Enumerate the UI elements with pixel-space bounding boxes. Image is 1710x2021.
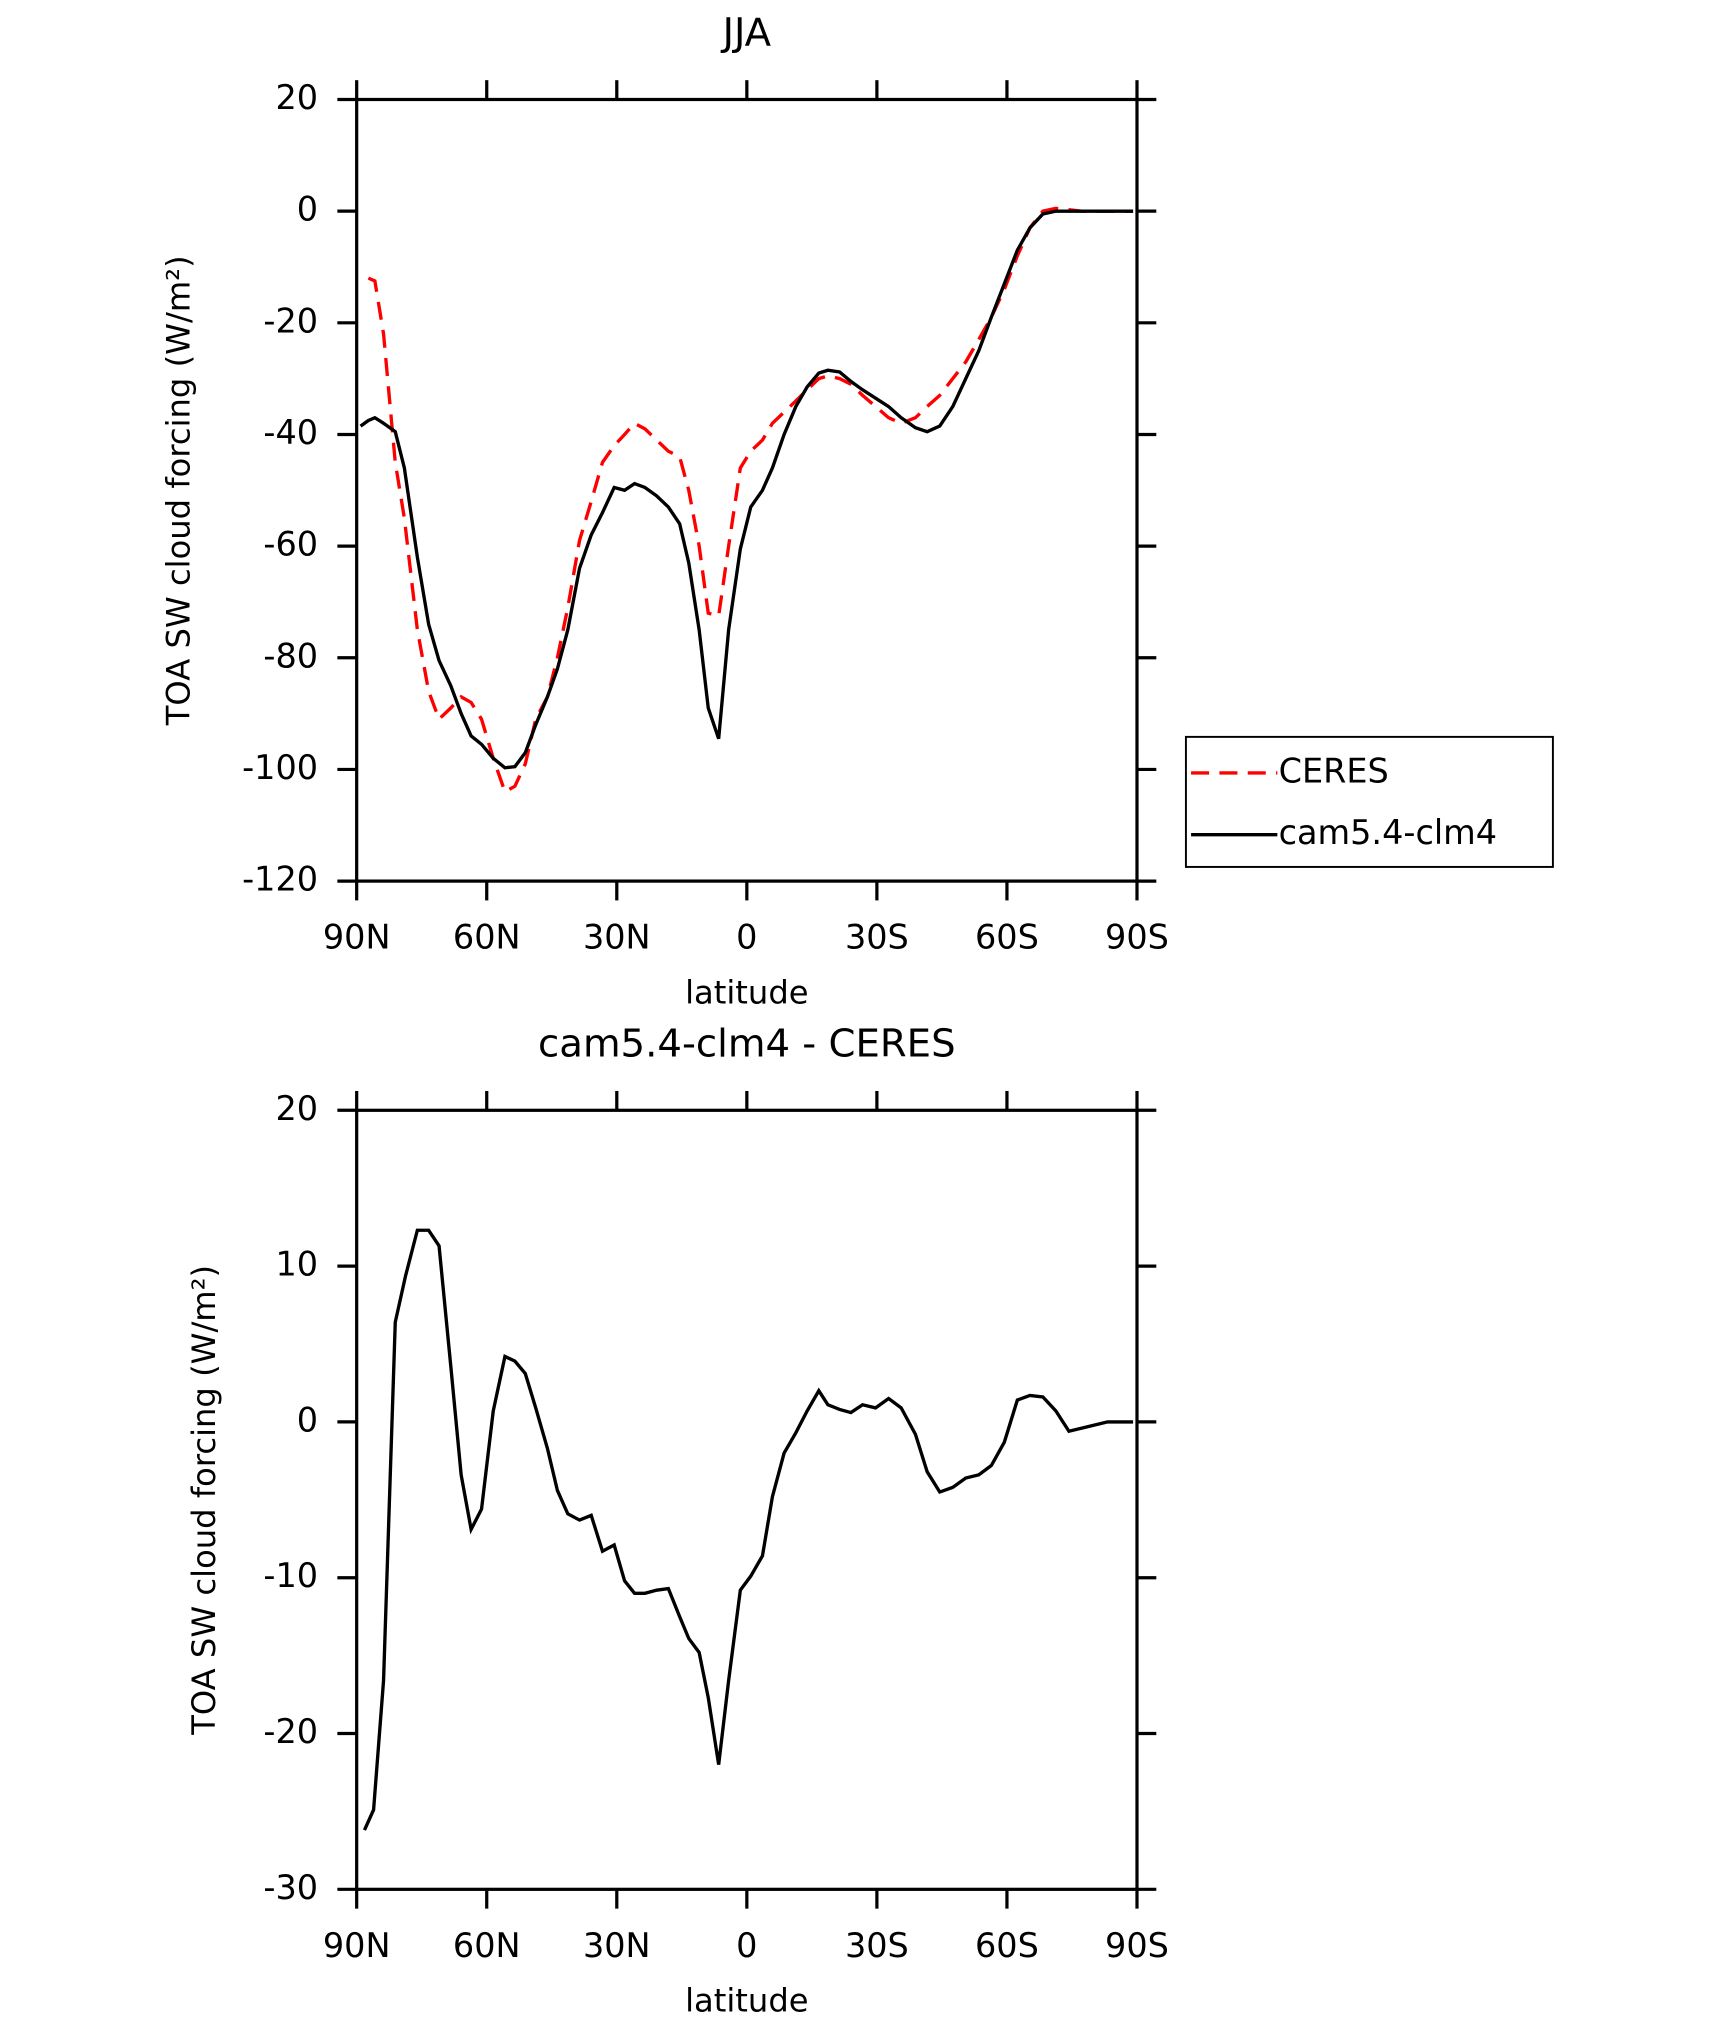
- x-axis-label: latitude: [685, 1982, 809, 2020]
- y-tick-label: -20: [263, 301, 318, 340]
- y-tick-label: -100: [242, 748, 318, 787]
- chart-title: cam5.4-clm4 - CERES: [538, 1021, 956, 1066]
- y-tick-label: -60: [263, 525, 318, 564]
- data-line: [367, 206, 1134, 795]
- x-tick-label: 30S: [845, 918, 909, 957]
- y-tick-label: -10: [263, 1556, 318, 1595]
- x-tick-label: 90N: [323, 918, 391, 957]
- plot-frame: [355, 97, 1139, 883]
- data-line: [362, 1228, 1134, 1831]
- x-tick-label: 30N: [583, 1926, 651, 1965]
- chart-title: JJA: [721, 11, 772, 56]
- x-axis-label: latitude: [685, 973, 809, 1011]
- x-tick-label: 60N: [453, 918, 521, 957]
- x-tick-label: 90S: [1105, 1926, 1169, 1965]
- x-tick-label: 30N: [583, 918, 651, 957]
- plot-frame: [355, 1108, 1139, 1891]
- legend-label: CERES: [1279, 751, 1389, 790]
- y-tick-label: -20: [263, 1712, 318, 1751]
- x-tick-label: 60N: [453, 1926, 521, 1965]
- y-tick-label: -30: [263, 1868, 318, 1907]
- y-axis-label: TOA SW cloud forcing (W/m²): [159, 255, 197, 726]
- y-axis-label: TOA SW cloud forcing (W/m²): [185, 1265, 223, 1736]
- x-tick-label: 0: [736, 918, 757, 957]
- y-tick-label: 10: [275, 1245, 318, 1284]
- x-tick-label: 0: [736, 1926, 757, 1965]
- data-line: [359, 209, 1134, 770]
- x-tick-label: 60S: [975, 918, 1039, 957]
- y-tick-label: 20: [275, 78, 318, 117]
- y-tick-label: -40: [263, 413, 318, 452]
- x-tick-label: 90N: [323, 1926, 391, 1965]
- y-tick-label: 0: [297, 1400, 318, 1439]
- y-tick-label: 20: [275, 1089, 318, 1128]
- y-tick-label: -80: [263, 636, 318, 675]
- x-tick-label: 90S: [1105, 918, 1169, 957]
- legend-label: cam5.4-clm4: [1279, 813, 1497, 852]
- y-tick-label: -120: [242, 860, 318, 899]
- legend-box: [1184, 735, 1554, 868]
- x-tick-label: 60S: [975, 1926, 1039, 1965]
- y-tick-label: 0: [297, 190, 318, 229]
- x-tick-label: 30S: [845, 1926, 909, 1965]
